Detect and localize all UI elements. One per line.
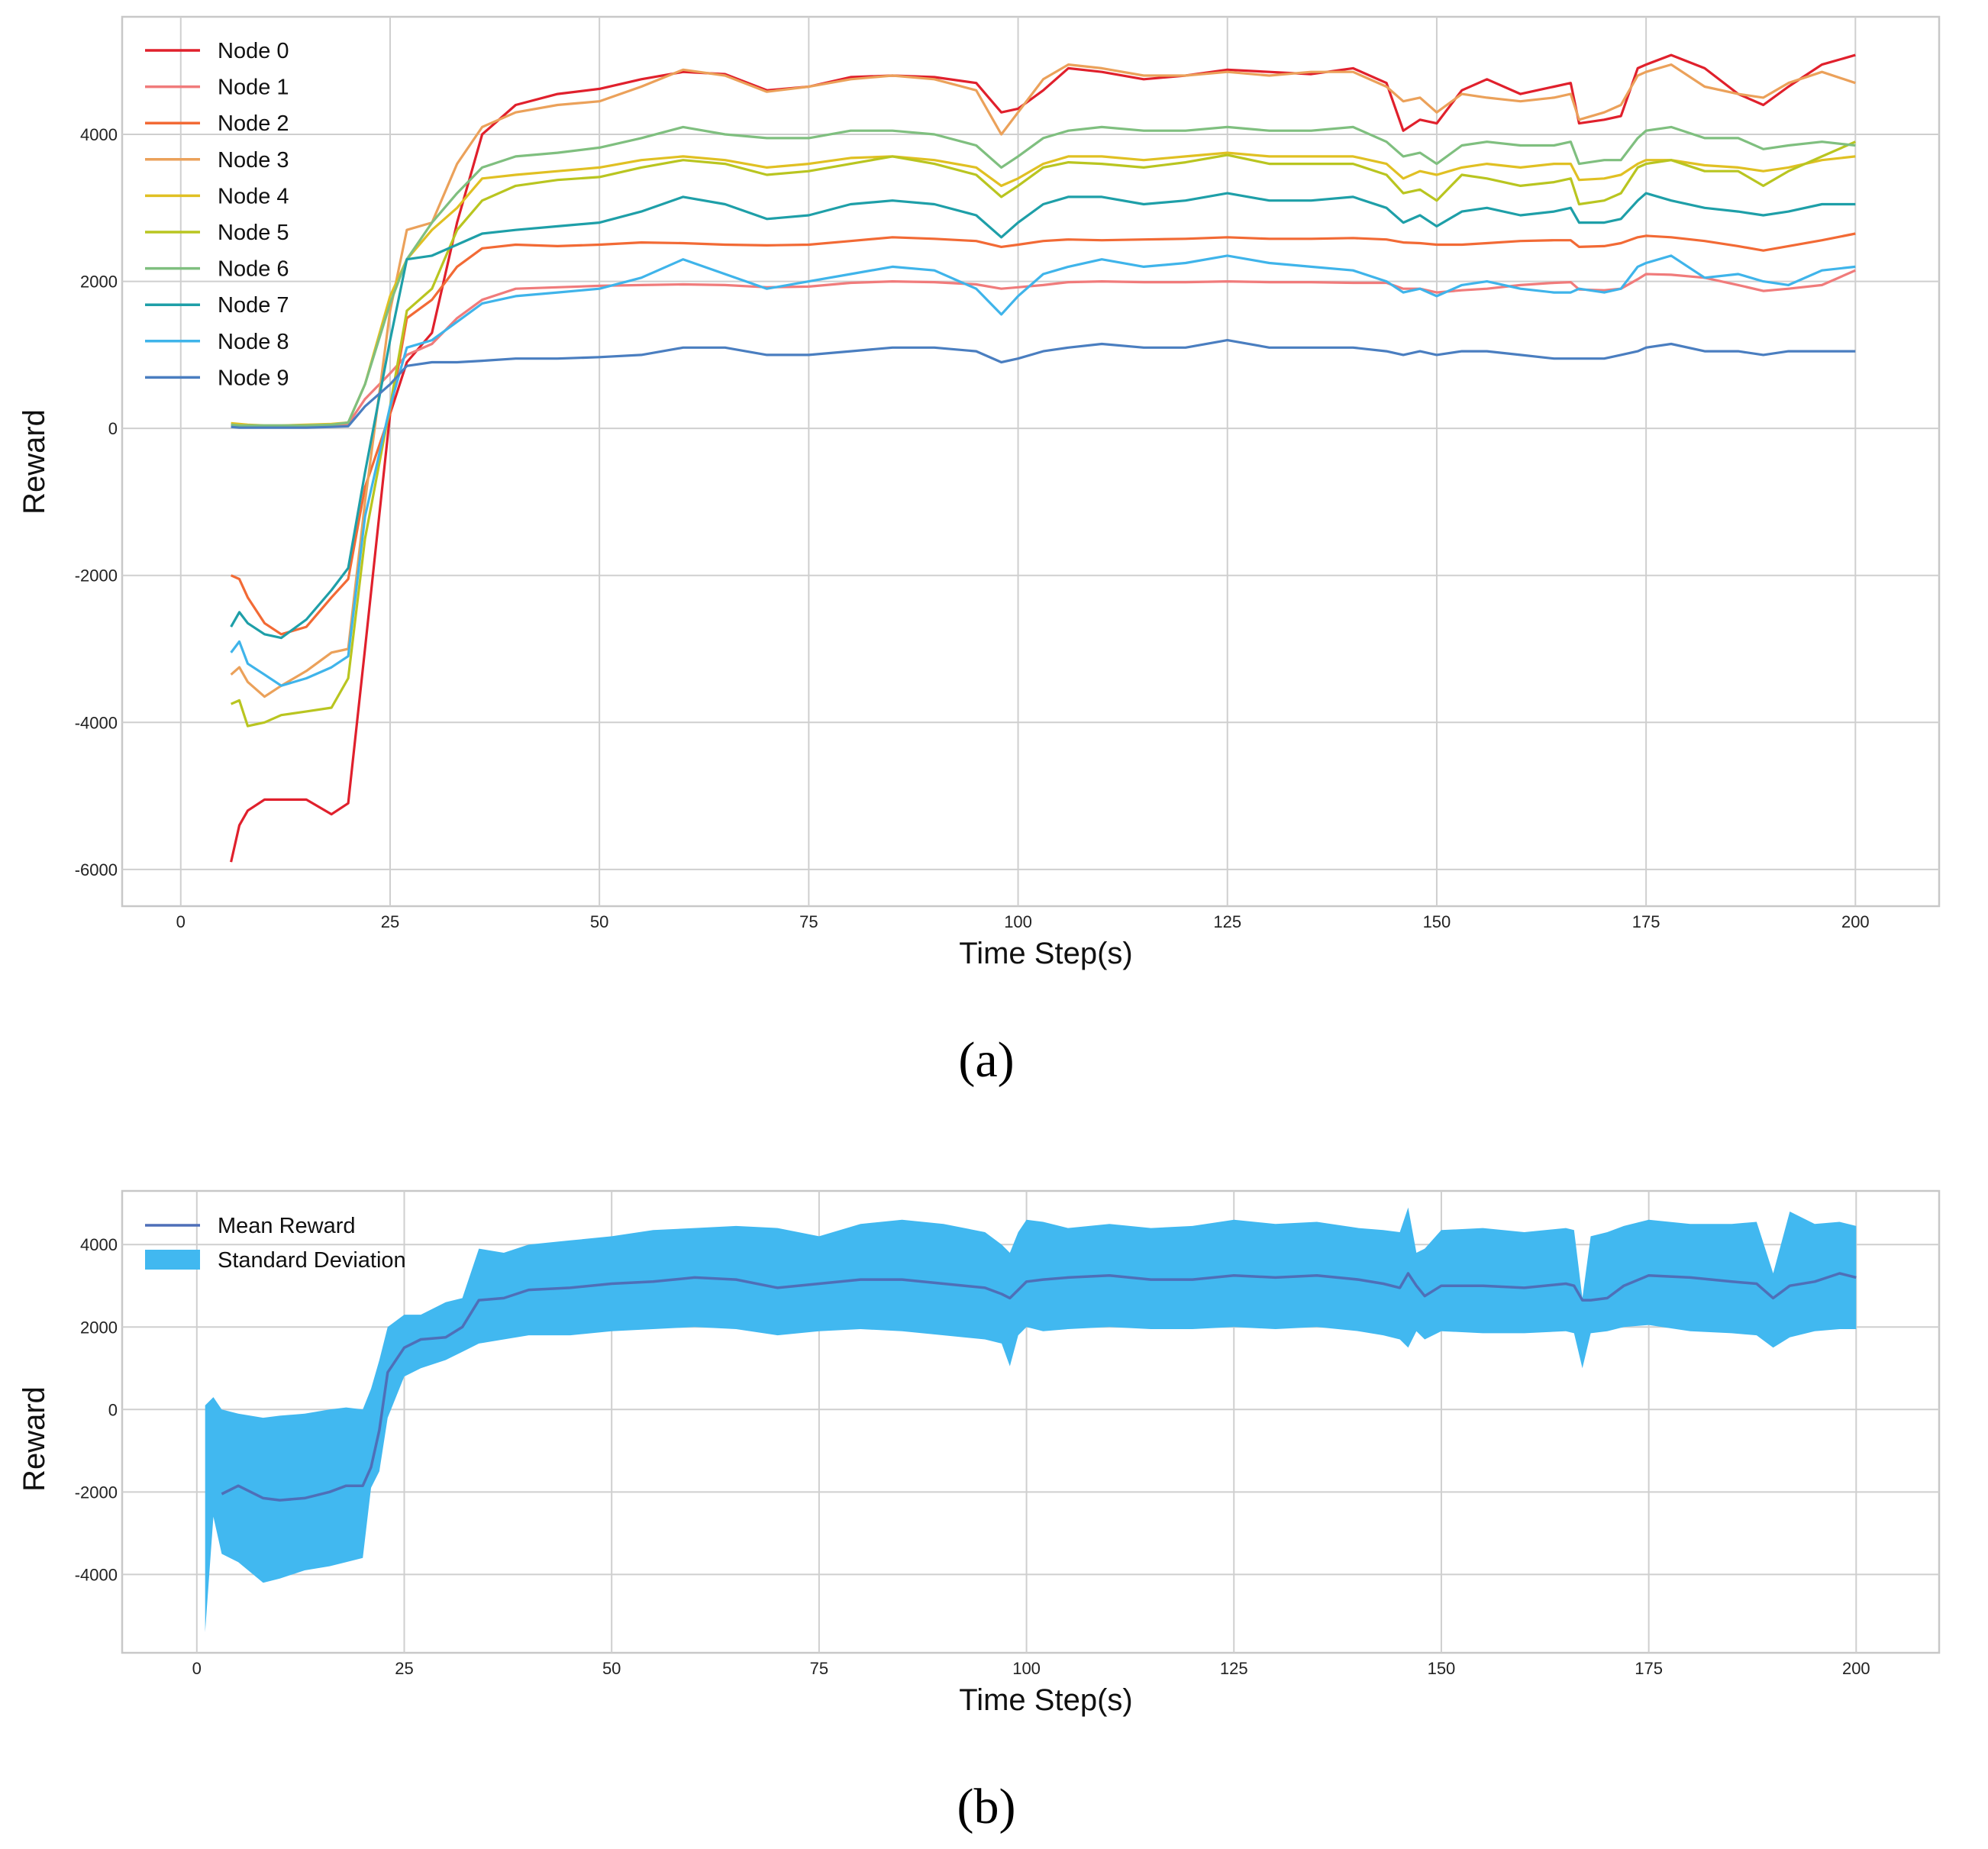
y-tick-0-0: 0 — [108, 419, 118, 438]
series-line-node-6 — [231, 125, 1856, 427]
legend-label-node-2: Node 2 — [218, 111, 289, 136]
chart-b: 0 25 50 75 100 125 150 175 200 -4000 -2000 0 2000 400… — [18, 1189, 1941, 1717]
legend-b: Mean Reward Standard Deviation — [145, 1214, 406, 1273]
x-tick-1-75: 75 — [810, 1659, 828, 1678]
x-tick-1-25: 25 — [395, 1659, 413, 1678]
series-line-node-1 — [231, 269, 1856, 428]
plot-area-b — [121, 1189, 1941, 1654]
x-tick-0-125: 125 — [1213, 912, 1241, 931]
std-deviation-band — [205, 1207, 1857, 1632]
plot-area-a — [121, 15, 1941, 908]
legend-label-node-5: Node 5 — [218, 221, 289, 245]
y-tick-0--4000: -4000 — [75, 713, 118, 732]
legend-label-node-7: Node 7 — [218, 293, 289, 318]
x-axis-label-a: Time Step(s) — [959, 937, 1132, 970]
legend-label-node-1: Node 1 — [218, 76, 289, 100]
series-line-node-3 — [230, 63, 1856, 699]
x-tick-1-200: 200 — [1842, 1659, 1870, 1678]
series-a — [230, 53, 1856, 863]
x-tick-0-150: 150 — [1423, 912, 1451, 931]
legend-label-node-8: Node 8 — [218, 330, 289, 354]
y-tick-1--2000: -2000 — [75, 1483, 118, 1502]
x-tick-1-125: 125 — [1220, 1659, 1248, 1678]
mean-reward-line — [221, 1272, 1857, 1502]
x-tick-0-100: 100 — [1004, 912, 1032, 931]
y-tick-1-2000: 2000 — [80, 1318, 118, 1337]
caption-b: (b) — [957, 1779, 1016, 1834]
series-b — [205, 1207, 1857, 1632]
y-tick-0-2000: 2000 — [80, 273, 118, 292]
x-tick-1-100: 100 — [1012, 1659, 1041, 1678]
series-line-node-8 — [230, 254, 1856, 687]
x-tick-1-150: 150 — [1428, 1659, 1456, 1678]
x-tick-0-200: 200 — [1841, 912, 1870, 931]
series-line-node-0 — [230, 53, 1856, 863]
legend-label-mean-reward: Mean Reward — [218, 1214, 356, 1238]
legend-a: Node 0 Node 1 Node 2 Node 3 Node 4 Node 5 Node… — [145, 39, 289, 390]
x-axis-label-b: Time Step(s) — [959, 1683, 1132, 1717]
legend-swatch-std-deviation — [145, 1250, 200, 1270]
series-line-node-4 — [231, 151, 1856, 427]
legend-label-node-0: Node 0 — [218, 39, 289, 63]
legend-label-node-9: Node 9 — [218, 366, 289, 390]
y-tick-1-0: 0 — [108, 1400, 118, 1419]
legend-label-node-4: Node 4 — [218, 184, 289, 208]
x-tick-0-50: 50 — [590, 912, 608, 931]
y-axis-label-b: Reward — [18, 1386, 51, 1492]
y-tick-0-4000: 4000 — [80, 125, 118, 144]
x-tick-0-75: 75 — [799, 912, 818, 931]
chart-a: 0 25 50 75 100 125 150 175 200 -6000 -4000 -2000 0 20… — [18, 15, 1941, 970]
x-tick-0-175: 175 — [1632, 912, 1660, 931]
y-axis-label-a: Reward — [18, 409, 51, 515]
legend-label-node-6: Node 6 — [218, 257, 289, 282]
y-tick-0--6000: -6000 — [75, 860, 118, 879]
x-tick-0-0: 0 — [176, 912, 186, 931]
x-tick-0-25: 25 — [381, 912, 399, 931]
series-line-node-7 — [230, 192, 1856, 640]
ticks-b: 0 25 50 75 100 125 150 175 200 -4000 -2000 0 2000 400… — [75, 1235, 1870, 1678]
y-tick-1--4000: -4000 — [75, 1565, 118, 1584]
grid-a — [122, 17, 1939, 906]
x-tick-1-50: 50 — [602, 1659, 621, 1678]
legend-label-node-3: Node 3 — [218, 148, 289, 173]
ticks-a: 0 25 50 75 100 125 150 175 200 -6000 -4000 -2000 0 20… — [75, 125, 1870, 931]
x-tick-1-0: 0 — [192, 1659, 202, 1678]
series-line-node-9 — [231, 339, 1856, 429]
series-line-node-2 — [230, 232, 1856, 636]
series-line-node-5 — [230, 140, 1856, 728]
caption-a: (a) — [958, 1032, 1014, 1088]
y-tick-1-4000: 4000 — [80, 1235, 118, 1254]
legend-label-std-deviation: Standard Deviation — [218, 1248, 406, 1273]
x-tick-1-175: 175 — [1635, 1659, 1663, 1678]
y-tick-0--2000: -2000 — [75, 566, 118, 586]
